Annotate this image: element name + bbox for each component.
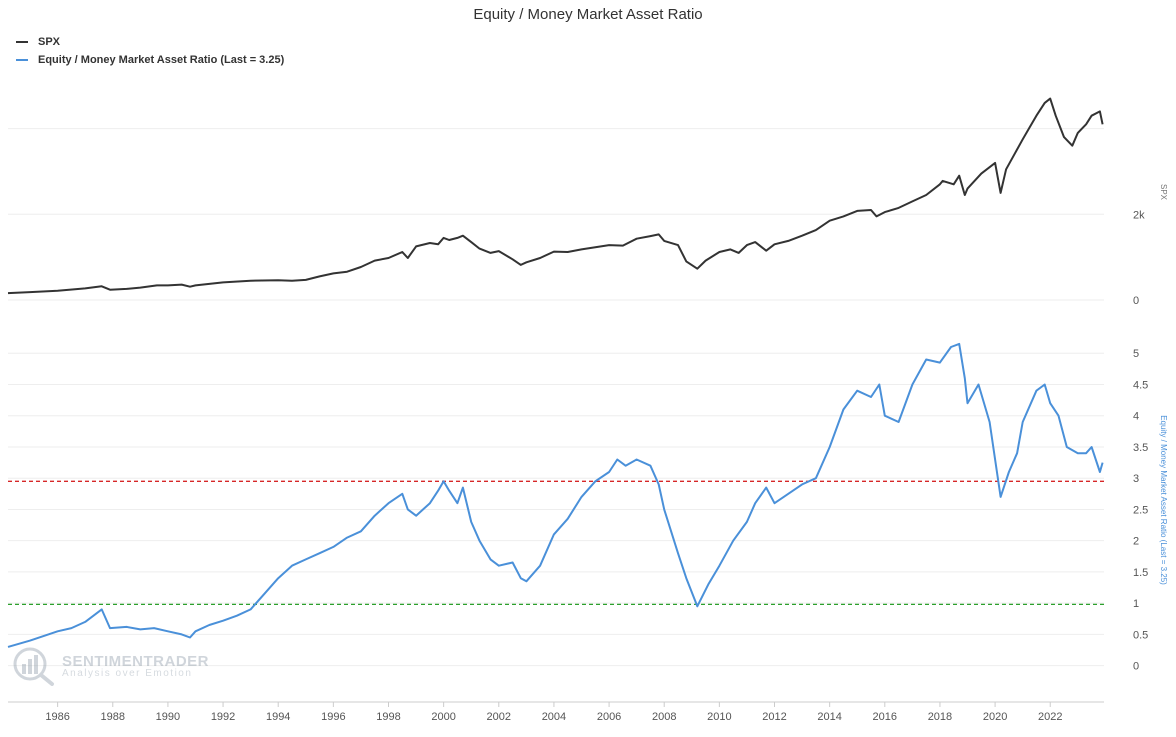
ratio-series-line <box>7 342 1104 648</box>
x-tick-label: 1986 <box>45 711 69 723</box>
ratio-axis-title: Equity / Money Market Asset Ratio (Last … <box>1159 415 1168 585</box>
spx-series-line <box>7 97 1104 295</box>
x-tick-label: 1994 <box>266 711 290 723</box>
x-tick-label: 1998 <box>376 711 400 723</box>
ratio-y-tick-label: 3.5 <box>1133 442 1148 454</box>
reference-line-layer <box>8 480 1104 606</box>
ratio-y-tick-label: 1.5 <box>1133 567 1148 579</box>
spx-y-tick-label: 2k <box>1133 209 1145 221</box>
x-tick-label: 2020 <box>983 711 1007 723</box>
watermark-brand: SENTIMENTRADER <box>62 652 210 670</box>
x-tick-label: 1990 <box>156 711 180 723</box>
x-tick-label: 2002 <box>487 711 511 723</box>
ratio-y-tick-label: 2.5 <box>1133 504 1148 516</box>
x-tick-label: 2000 <box>431 711 455 723</box>
legend: SPX Equity / Money Market Asset Ratio (L… <box>16 33 284 69</box>
x-tick-label: 2004 <box>542 711 566 723</box>
spx-y-tick-label: 0 <box>1133 295 1139 307</box>
watermark-logo-icon <box>13 647 54 686</box>
ratio-y-tick-label: 3 <box>1133 473 1139 485</box>
ratio-y-tick-label: 4 <box>1133 411 1139 423</box>
grid-layer <box>8 128 1104 667</box>
x-tick-label: 1992 <box>211 711 235 723</box>
legend-swatch-spx <box>16 41 28 43</box>
x-tick-label: 2006 <box>597 711 621 723</box>
x-tick-label: 2018 <box>928 711 952 723</box>
ratio-y-tick-label: 5 <box>1133 348 1139 360</box>
legend-label-spx: SPX <box>38 36 61 48</box>
x-tick-label: 2008 <box>652 711 676 723</box>
axis-layer: 0 2k 0 0.5 1 1.5 2 2.5 3 3.5 4 4.5 5 1986 1988 1990 1992… <box>8 209 1148 723</box>
legend-swatch-ratio <box>16 59 28 61</box>
legend-item-ratio[interactable]: Equity / Money Market Asset Ratio (Last … <box>16 51 284 69</box>
watermark-text: SENTIMENTRADER Analysis over Emotion <box>62 654 209 679</box>
watermark: SENTIMENTRADER Analysis over Emotion <box>12 646 209 686</box>
x-tick-label: 1996 <box>321 711 345 723</box>
legend-item-spx[interactable]: SPX <box>16 33 284 51</box>
x-tick-label: 2010 <box>707 711 731 723</box>
watermark-tagline: Analysis over Emotion <box>62 667 193 679</box>
chart-title: Equity / Money Market Asset Ratio <box>473 6 703 23</box>
series-layer <box>7 97 1104 648</box>
x-tick-label: 2012 <box>762 711 786 723</box>
x-tick-label: 2016 <box>873 711 897 723</box>
legend-label-ratio: Equity / Money Market Asset Ratio (Last … <box>38 54 285 66</box>
x-tick-label: 2022 <box>1038 711 1062 723</box>
spx-axis-title: SPX <box>1159 184 1168 201</box>
x-tick-label: 1988 <box>101 711 125 723</box>
ratio-y-tick-label: 1 <box>1133 598 1139 610</box>
ratio-y-tick-label: 0 <box>1133 661 1139 673</box>
ratio-y-tick-label: 2 <box>1133 536 1139 548</box>
ratio-y-tick-label: 0.5 <box>1133 629 1148 641</box>
ratio-y-tick-label: 4.5 <box>1133 379 1148 391</box>
x-tick-label: 2014 <box>817 711 841 723</box>
